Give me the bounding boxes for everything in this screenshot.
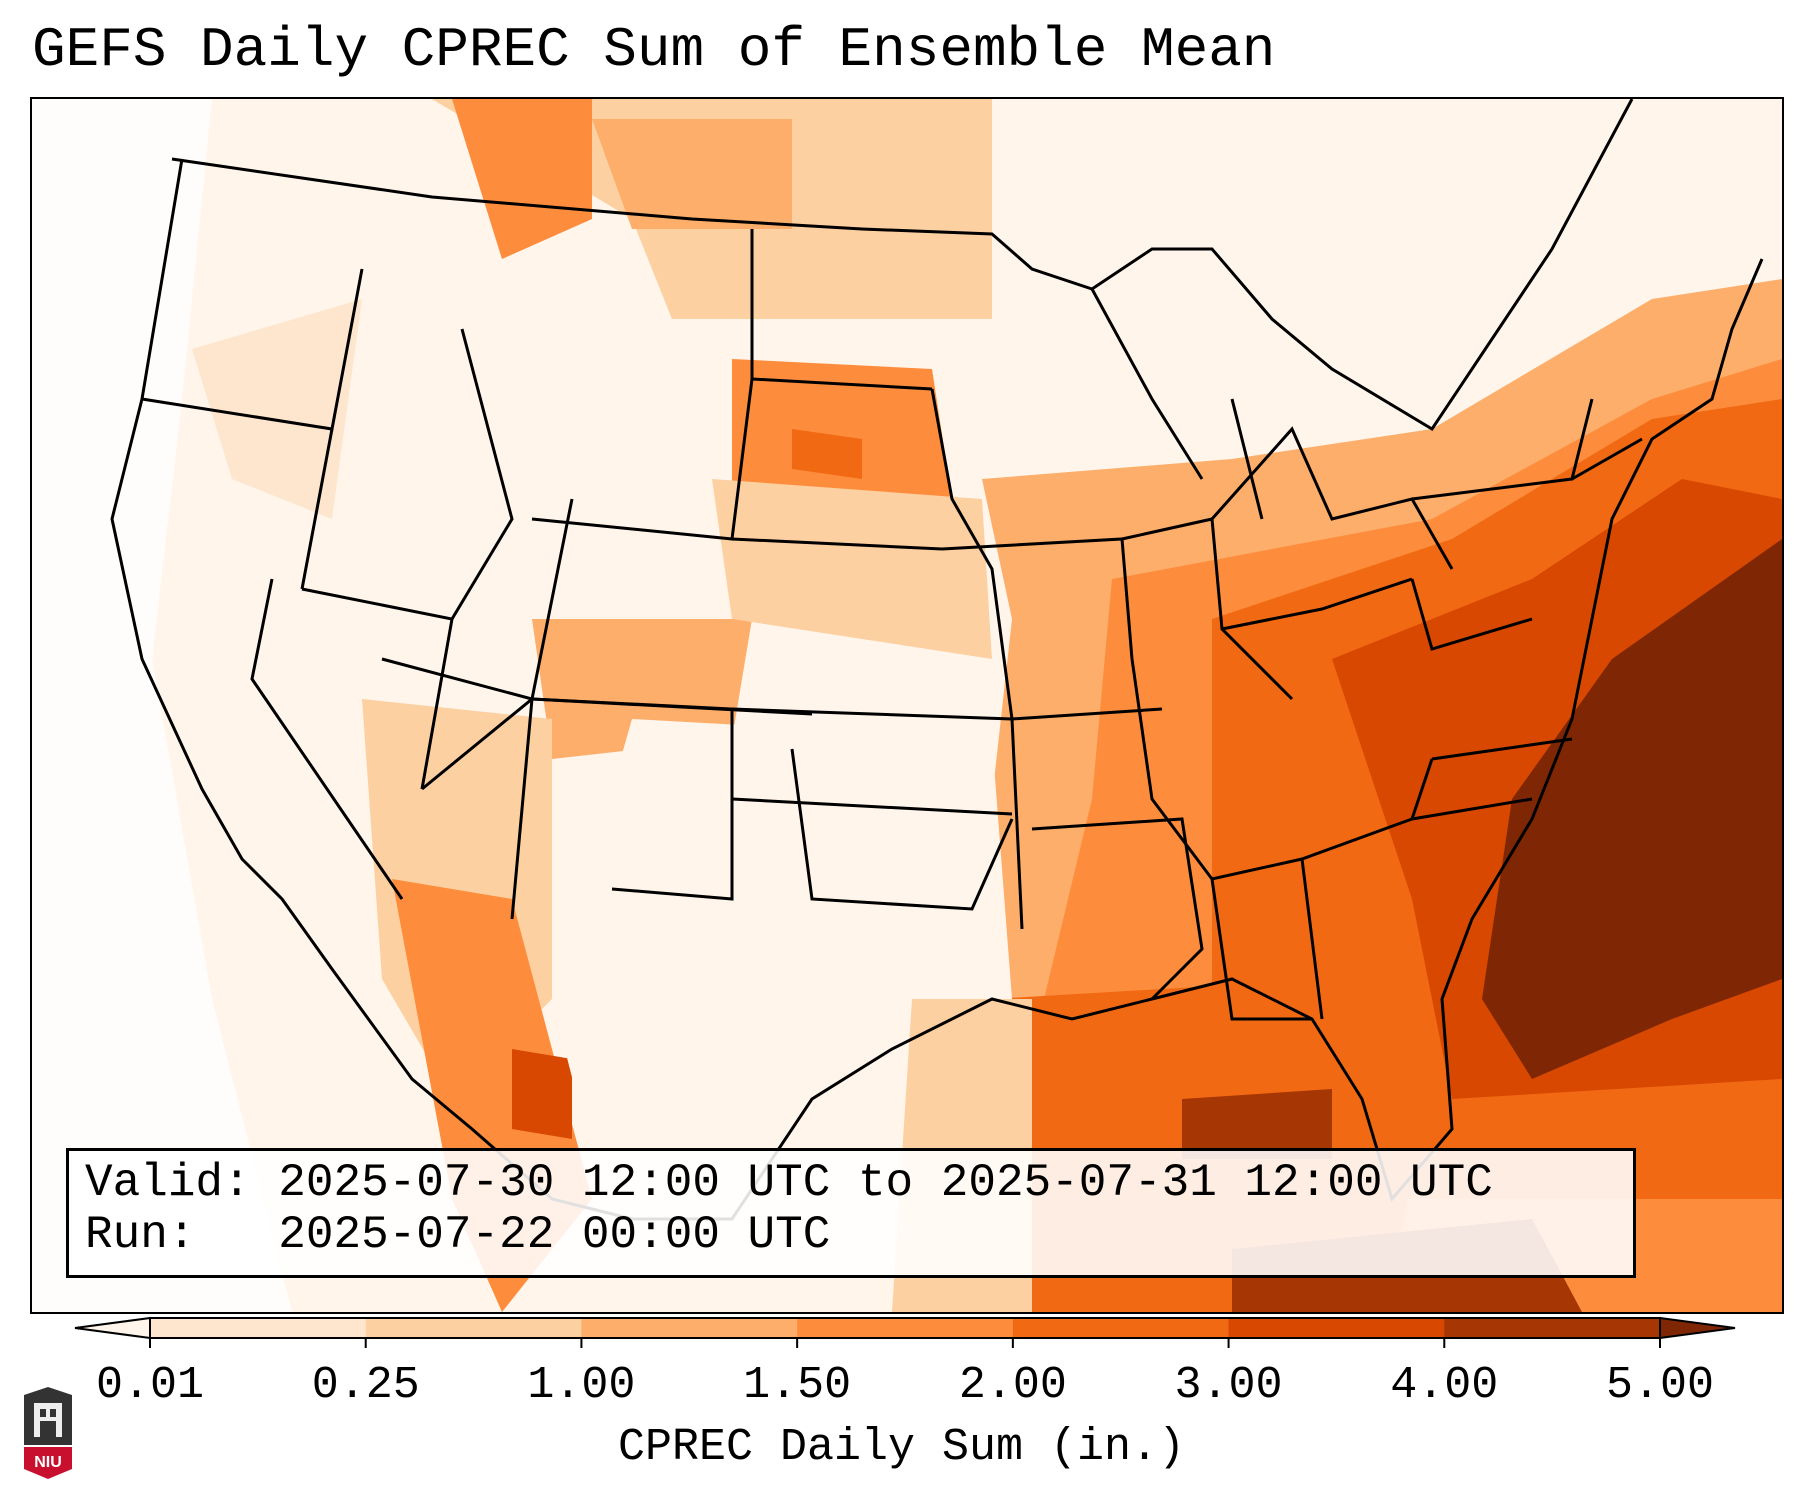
colorbar-tick-label: 5.00 <box>1605 1360 1715 1411</box>
colorbar-extend-max <box>1659 1316 1736 1340</box>
colorbar-tick-label: 3.00 <box>1174 1360 1283 1411</box>
colorbar-segment <box>797 1318 1014 1338</box>
colorbar-border <box>149 1317 1661 1339</box>
colorbar-segment <box>581 1318 798 1338</box>
colorbar-segment <box>1444 1318 1661 1338</box>
colorbar-tick-label: 4.00 <box>1390 1360 1499 1411</box>
map-title: GEFS Daily CPREC Sum of Ensemble Mean <box>32 18 1276 82</box>
valid-value: 2025-07-30 12:00 UTC to 2025-07-31 12:00… <box>278 1157 1493 1209</box>
colorbar-segment <box>1228 1318 1445 1338</box>
niu-logo: NIU <box>20 1385 76 1481</box>
precipitation-map <box>30 97 1784 1314</box>
logo-text: NIU <box>34 1454 62 1471</box>
niu-logo-icon: NIU <box>24 1387 72 1479</box>
colorbar-tick-label: 1.00 <box>527 1360 636 1411</box>
run-label: Run: <box>85 1209 196 1261</box>
colorbar-tick-label: 1.50 <box>743 1360 852 1411</box>
colorbar-segment <box>150 1318 367 1338</box>
colorbar-tick-label: 2.00 <box>958 1360 1067 1411</box>
colorbar-extend-min <box>74 1316 151 1340</box>
colorbar-title: CPREC Daily Sum (in.) <box>617 1422 1186 1473</box>
map-canvas <box>32 99 1782 1312</box>
run-value: 2025-07-22 00:00 UTC <box>278 1209 831 1261</box>
valid-label: Valid: <box>85 1157 251 1209</box>
state-boundaries <box>110 99 1764 1221</box>
valid-run-box: Valid: 2025-07-30 12:00 UTC to 2025-07-3… <box>66 1148 1636 1278</box>
colorbar <box>74 1316 1736 1348</box>
colorbar-tick-label: 0.01 <box>95 1360 205 1411</box>
colorbar-tick-label: 0.25 <box>311 1360 420 1411</box>
colorbar-segment <box>1012 1318 1230 1338</box>
colorbar-segment <box>365 1318 582 1338</box>
